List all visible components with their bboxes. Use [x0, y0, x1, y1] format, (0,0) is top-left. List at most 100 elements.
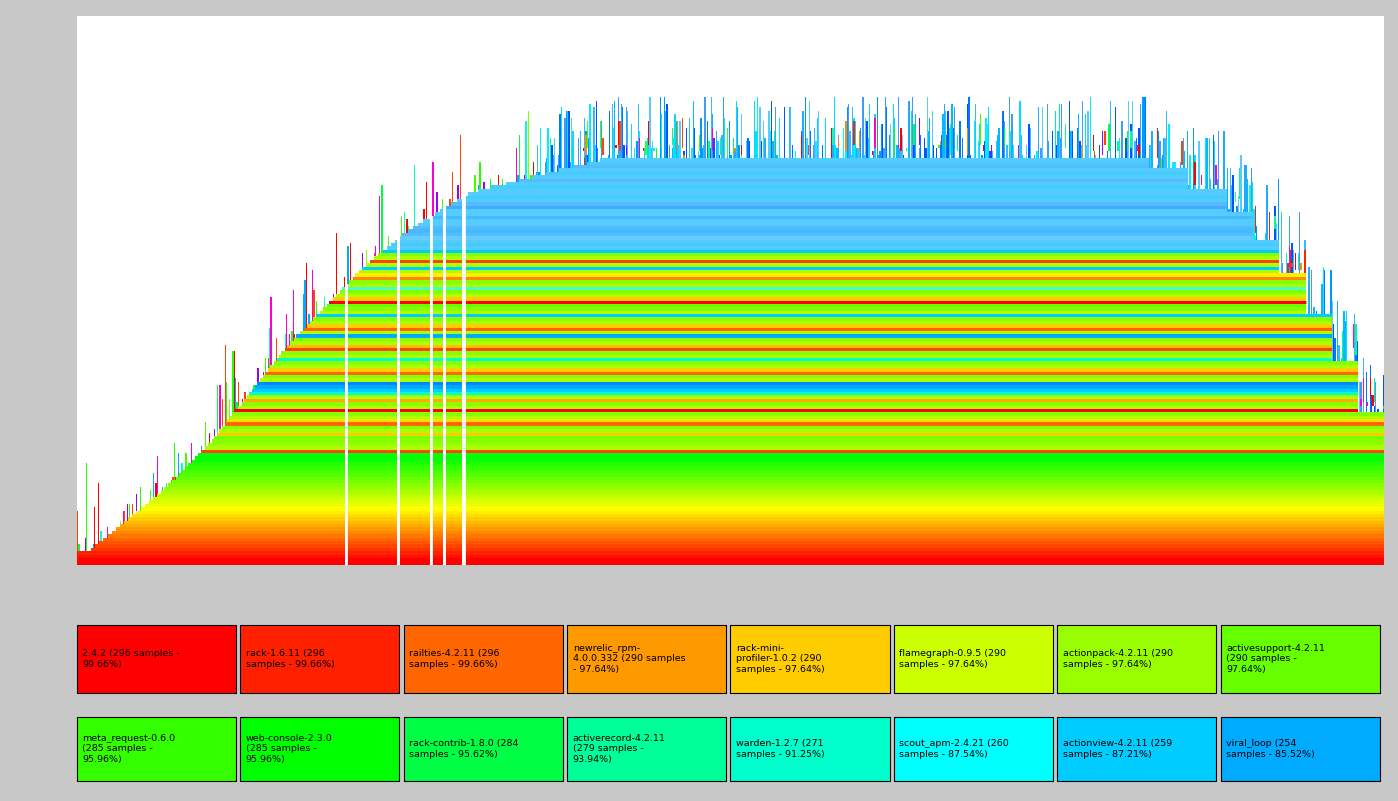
Bar — [466, 203, 1227, 206]
Bar — [466, 413, 1384, 416]
Bar — [432, 504, 443, 507]
Bar — [466, 229, 1254, 233]
Bar — [400, 405, 429, 409]
Bar — [400, 493, 429, 497]
Bar — [77, 554, 345, 558]
Bar — [432, 277, 443, 280]
Bar — [400, 466, 429, 470]
Bar — [466, 239, 1279, 243]
Bar — [348, 554, 397, 558]
Bar — [466, 212, 1254, 215]
Bar — [199, 453, 345, 457]
Bar — [348, 338, 397, 341]
Bar — [466, 253, 1279, 256]
Bar — [446, 284, 463, 287]
Bar — [446, 328, 463, 331]
Bar — [348, 314, 397, 317]
Bar — [446, 226, 463, 229]
Bar — [320, 311, 345, 314]
Bar — [400, 358, 429, 361]
Bar — [274, 361, 345, 365]
Bar — [446, 497, 463, 501]
Bar — [466, 531, 1384, 534]
Bar — [466, 195, 1227, 199]
Bar — [466, 480, 1384, 484]
Bar — [348, 352, 397, 355]
Bar — [432, 352, 443, 355]
Bar — [466, 545, 1384, 548]
Bar — [252, 388, 345, 392]
Bar — [206, 446, 345, 449]
Bar — [466, 314, 1332, 317]
Bar — [424, 219, 429, 223]
Bar — [432, 375, 443, 378]
Bar — [466, 226, 1254, 229]
Bar — [432, 517, 443, 521]
Bar — [369, 260, 397, 264]
Bar — [446, 253, 463, 256]
Bar — [348, 548, 397, 551]
Bar — [400, 287, 429, 290]
Bar — [432, 562, 443, 565]
Bar — [400, 239, 429, 243]
Bar — [446, 260, 463, 264]
Bar — [348, 280, 397, 284]
Bar — [305, 328, 345, 331]
Bar — [348, 311, 397, 314]
Bar — [432, 324, 443, 328]
Bar — [348, 284, 397, 287]
Bar — [222, 426, 345, 429]
Bar — [348, 517, 397, 521]
Bar — [432, 446, 443, 449]
Bar — [446, 507, 463, 510]
Bar — [446, 558, 463, 562]
Bar — [466, 311, 1306, 314]
Text: viral_loop (254
samples - 85.52%): viral_loop (254 samples - 85.52%) — [1226, 739, 1316, 759]
Bar — [432, 466, 443, 470]
Bar — [400, 440, 429, 443]
Bar — [432, 402, 443, 405]
Bar — [466, 537, 1384, 541]
Bar — [466, 297, 1306, 300]
Bar — [348, 334, 397, 338]
Bar — [432, 355, 443, 358]
Bar — [466, 334, 1332, 338]
Bar — [446, 223, 463, 226]
Bar — [348, 484, 397, 487]
Bar — [446, 419, 463, 422]
Bar — [400, 504, 429, 507]
Bar — [400, 409, 429, 413]
Bar — [466, 446, 1384, 449]
Bar — [309, 321, 345, 324]
Bar — [446, 537, 463, 541]
Bar — [266, 372, 345, 375]
Bar — [432, 328, 443, 331]
Bar — [400, 524, 429, 527]
Bar — [289, 341, 345, 344]
Bar — [408, 229, 429, 233]
Bar — [432, 233, 443, 236]
Bar — [446, 236, 463, 239]
Bar — [400, 541, 429, 545]
Bar — [400, 545, 429, 548]
Bar — [466, 490, 1384, 493]
Bar — [211, 440, 345, 443]
Bar — [400, 382, 429, 385]
Bar — [247, 396, 345, 399]
Bar — [466, 399, 1357, 402]
Bar — [232, 413, 345, 416]
Bar — [268, 368, 345, 372]
Bar — [432, 409, 443, 413]
Bar — [432, 541, 443, 545]
Bar — [446, 233, 463, 236]
Bar — [383, 250, 397, 253]
Bar — [432, 236, 443, 239]
Bar — [348, 537, 397, 541]
Bar — [400, 375, 429, 378]
Bar — [432, 314, 443, 317]
Bar — [348, 385, 397, 388]
Bar — [348, 344, 397, 348]
Bar — [466, 501, 1384, 504]
Bar — [348, 534, 397, 537]
Bar — [446, 396, 463, 399]
